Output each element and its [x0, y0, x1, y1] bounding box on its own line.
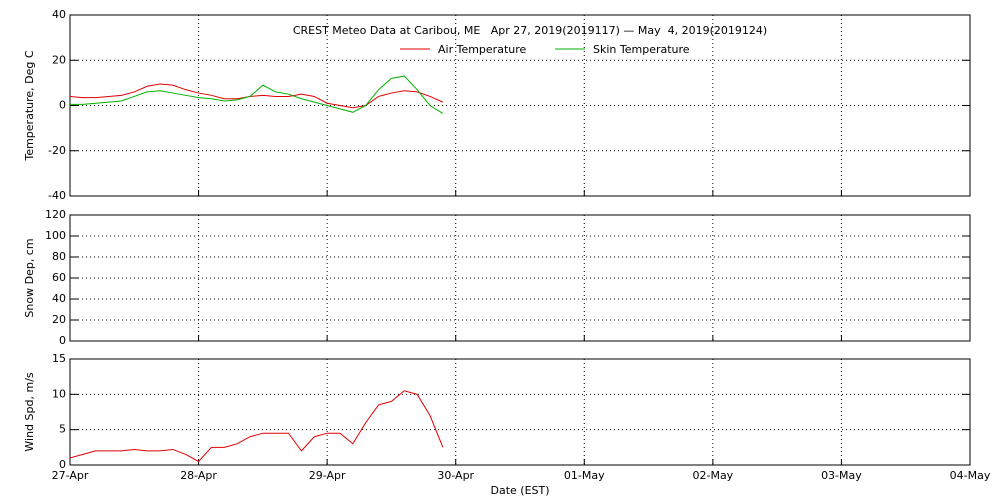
x-tick-label: 02-May [692, 469, 733, 482]
y-axis-label: Wind Spd, m/s [23, 372, 36, 452]
legend-label: Skin Temperature [593, 43, 690, 56]
data-line [69, 83, 444, 109]
y-tick-label: -20 [48, 144, 66, 157]
y-tick-label: 120 [45, 208, 66, 221]
x-tick-label: 29-Apr [309, 469, 346, 482]
y-axis-label: Temperature, Deg C [23, 50, 36, 161]
data-line [69, 390, 444, 463]
x-tick-label: 30-Apr [437, 469, 474, 482]
y-tick-label: 100 [45, 229, 66, 242]
y-tick-label: 0 [59, 99, 66, 112]
y-tick-label: 80 [52, 250, 66, 263]
x-tick-label: 27-Apr [52, 469, 89, 482]
data-line [70, 75, 444, 114]
plot-frame [69, 214, 971, 342]
x-tick-label: 04-May [950, 469, 991, 482]
y-tick-label: 15 [52, 352, 66, 365]
x-axis-label: Date (EST) [490, 484, 549, 497]
y-tick-label: 20 [52, 313, 66, 326]
y-tick-label: -40 [48, 189, 66, 202]
y-tick-label: 40 [52, 292, 66, 305]
y-tick-label: 40 [52, 8, 66, 21]
y-tick-label: 20 [52, 53, 66, 66]
y-axis-label: Snow Dep, cm [23, 238, 36, 317]
chart-title: CREST Meteo Data at Caribou, ME Apr 27, … [293, 24, 767, 37]
legend-label: Air Temperature [438, 43, 527, 56]
y-tick-label: 10 [52, 387, 66, 400]
plot-frame [69, 14, 971, 197]
y-tick-label: 0 [59, 458, 66, 471]
x-tick-label: 03-May [821, 469, 862, 482]
x-tick-label: 01-May [564, 469, 605, 482]
plot-frame [69, 358, 971, 466]
x-tick-label: 28-Apr [180, 469, 217, 482]
y-tick-label: 5 [59, 423, 66, 436]
y-tick-label: 0 [59, 334, 66, 347]
y-tick-label: 60 [52, 271, 66, 284]
